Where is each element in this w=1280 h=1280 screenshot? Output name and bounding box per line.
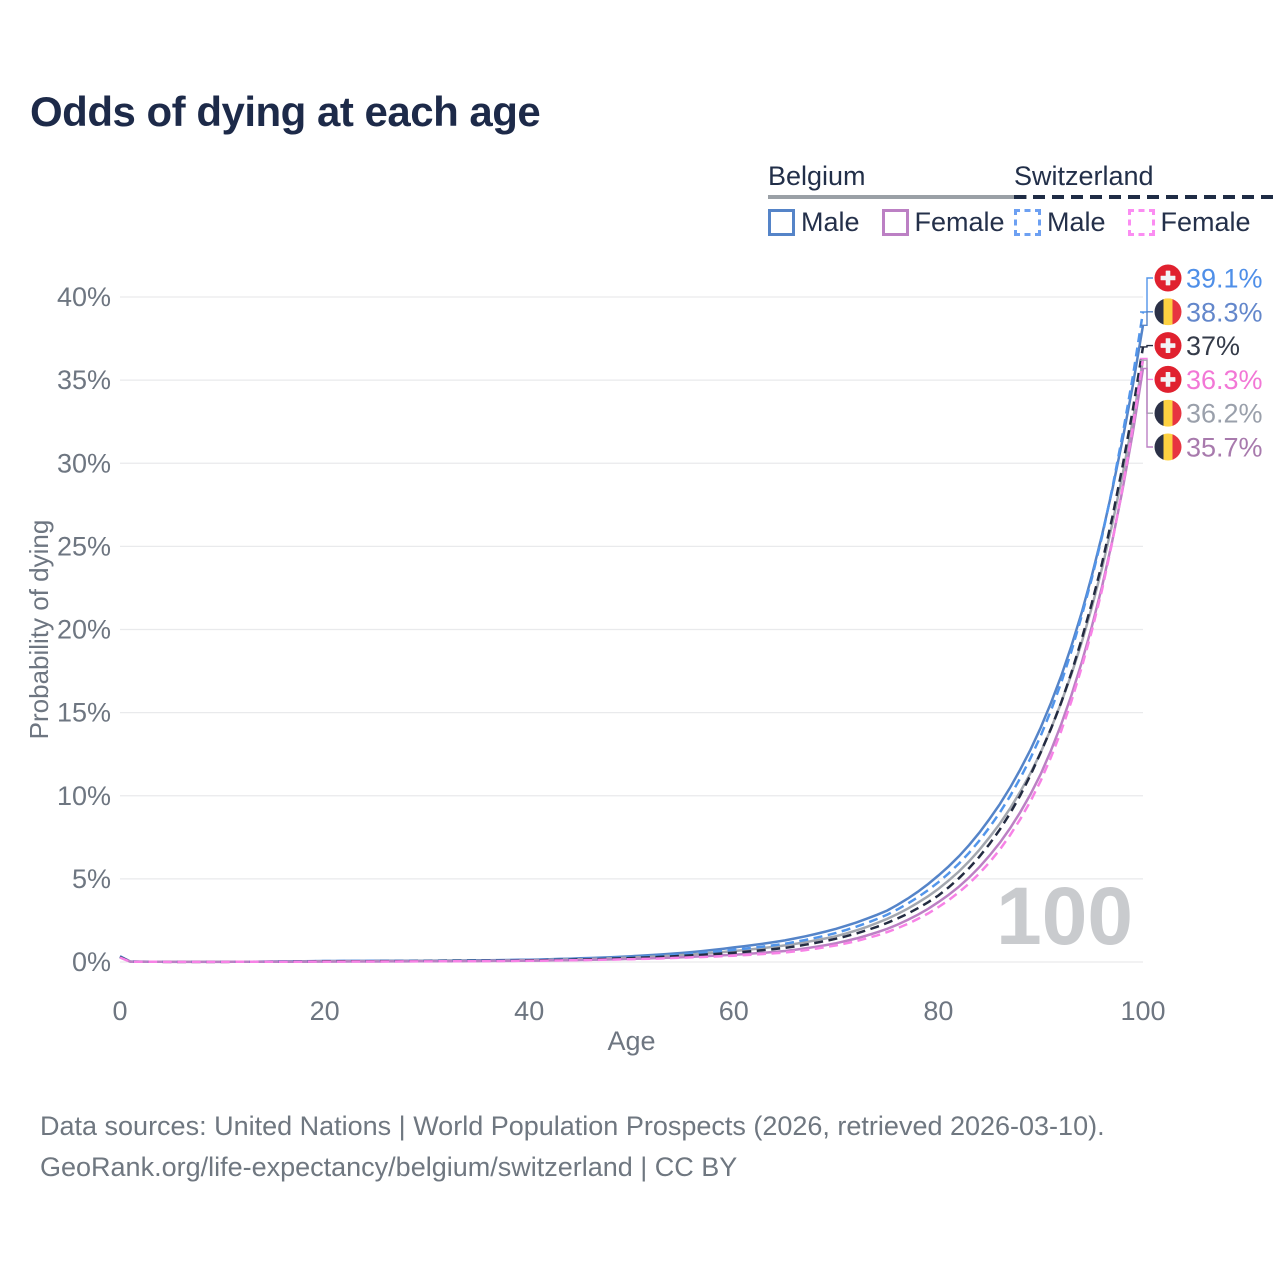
end-label-value: 38.3% bbox=[1186, 297, 1263, 327]
swiss-cross-icon bbox=[1165, 338, 1171, 353]
x-tick-label: 60 bbox=[719, 996, 749, 1026]
y-tick-label: 35% bbox=[57, 365, 111, 395]
legend-item-belgium-female[interactable]: Female bbox=[881, 207, 1005, 238]
belgium-male-swatch-icon bbox=[768, 209, 795, 236]
end-label-connector bbox=[1140, 344, 1153, 348]
end-label-value: 37% bbox=[1186, 331, 1240, 361]
belgium-flag-icon bbox=[1154, 433, 1182, 461]
end-label-connector bbox=[1140, 367, 1153, 448]
end-label-connector bbox=[1140, 311, 1153, 326]
x-tick-label: 100 bbox=[1120, 996, 1165, 1026]
y-tick-label: 0% bbox=[72, 947, 111, 977]
series-line-ch_both bbox=[119, 346, 1145, 964]
y-tick-label: 40% bbox=[57, 282, 111, 312]
x-tick-label: 80 bbox=[923, 996, 953, 1026]
end-label-value: 36.2% bbox=[1186, 399, 1263, 429]
legend-belgium-label: Belgium bbox=[768, 161, 866, 191]
series-line-be_female bbox=[119, 368, 1145, 964]
legend-item-switzerland-male[interactable]: Male bbox=[1014, 207, 1106, 238]
footer: Data sources: United Nations | World Pop… bbox=[40, 1106, 1105, 1188]
series-line-be_male bbox=[119, 325, 1145, 964]
age-watermark: 100 bbox=[996, 871, 1133, 962]
end-label-value: 35.7% bbox=[1186, 433, 1263, 463]
x-tick-label: 40 bbox=[514, 996, 544, 1026]
legend-item-belgium-male[interactable]: Male bbox=[768, 207, 860, 238]
series-line-be_both bbox=[119, 359, 1145, 964]
swiss-cross-icon bbox=[1165, 372, 1171, 387]
data-sources-text: Data sources: United Nations | World Pop… bbox=[40, 1111, 1105, 1141]
end-label-value: 36.3% bbox=[1186, 365, 1263, 395]
legend-item-label: Female bbox=[1160, 207, 1251, 237]
y-tick-label: 5% bbox=[72, 864, 111, 894]
switzerland-dashed-line-icon bbox=[1014, 195, 1273, 199]
legend-item-label: Male bbox=[801, 207, 860, 237]
legend-item-label: Male bbox=[1047, 207, 1106, 237]
belgium-solid-line-icon bbox=[768, 195, 1027, 199]
page-title: Odds of dying at each age bbox=[30, 88, 541, 135]
y-tick-label: 25% bbox=[57, 531, 111, 561]
switzerland-female-swatch-icon bbox=[1127, 209, 1155, 236]
belgium-flag-icon bbox=[1154, 399, 1182, 427]
switzerland-male-swatch-icon bbox=[1014, 209, 1041, 236]
y-tick-label: 20% bbox=[57, 615, 111, 645]
belgium-female-swatch-icon bbox=[881, 209, 909, 236]
legend-group-switzerland: Switzerland Male Female bbox=[1014, 161, 1273, 238]
legend-switzerland-label: Switzerland bbox=[1014, 161, 1154, 191]
y-axis-title: Probability of dying bbox=[24, 520, 54, 740]
y-tick-label: 10% bbox=[57, 781, 111, 811]
swiss-cross-icon bbox=[1165, 270, 1171, 286]
legend-group-belgium: Belgium Male Female bbox=[768, 161, 1027, 238]
legend-item-label: Female bbox=[914, 207, 1005, 237]
end-label-connector bbox=[1140, 277, 1153, 313]
legend-item-switzerland-female[interactable]: Female bbox=[1127, 207, 1251, 238]
y-tick-label: 30% bbox=[57, 448, 111, 478]
x-axis-title: Age bbox=[607, 1026, 655, 1056]
series-line-ch_male bbox=[119, 311, 1145, 964]
belgium-flag-icon bbox=[1154, 298, 1182, 326]
series-line-ch_female bbox=[119, 358, 1145, 964]
x-tick-label: 0 bbox=[112, 996, 127, 1026]
end-label-value: 39.1% bbox=[1186, 264, 1263, 294]
attribution-text: GeoRank.org/life-expectancy/belgium/swit… bbox=[40, 1152, 738, 1182]
y-tick-label: 15% bbox=[57, 698, 111, 728]
x-tick-label: 20 bbox=[310, 996, 340, 1026]
